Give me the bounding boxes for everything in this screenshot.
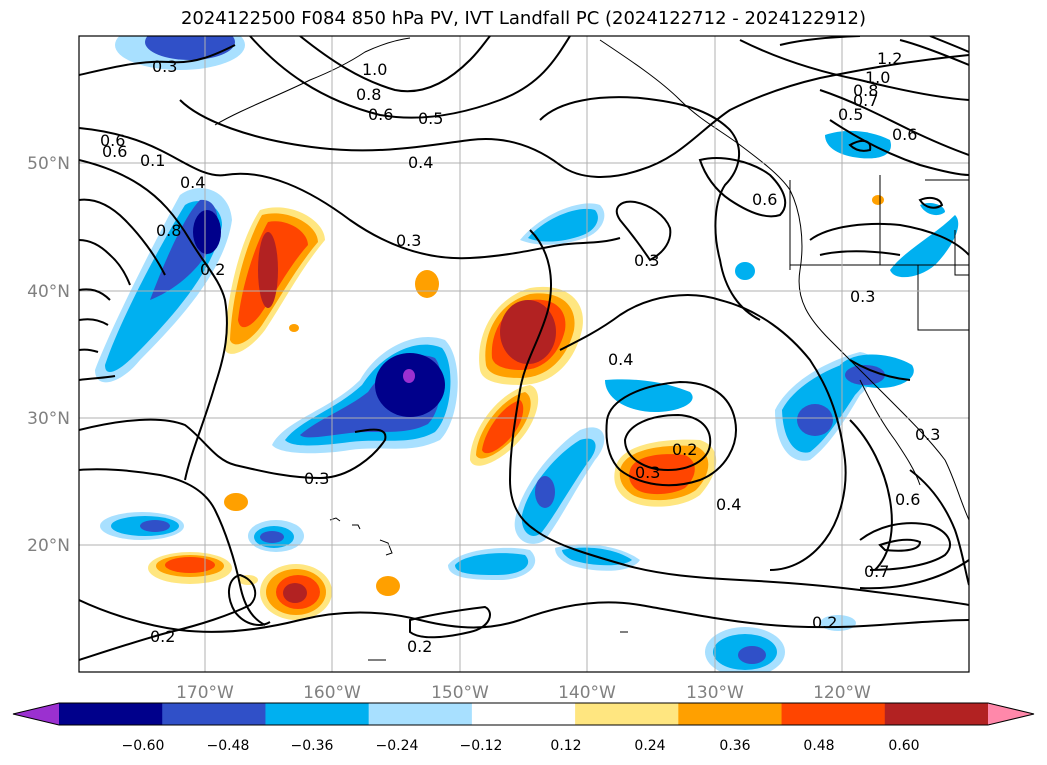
contour-label: 0.6 xyxy=(100,131,125,150)
contour-label: 0.5 xyxy=(418,109,443,128)
lon-tick-label: 130°W xyxy=(686,683,744,703)
lon-tick-label: 120°W xyxy=(813,683,871,703)
contour-label: 1.0 xyxy=(362,60,387,79)
contour-label: 0.4 xyxy=(180,173,205,192)
contour-label: 0.5 xyxy=(838,105,863,124)
contour-label: 0.6 xyxy=(895,490,920,509)
contour-label: 0.3 xyxy=(152,57,177,76)
colorbar-segment xyxy=(471,703,576,725)
contour-label: 0.3 xyxy=(396,231,421,250)
contour-label: 0.6 xyxy=(892,125,917,144)
lon-tick-label: 160°W xyxy=(303,683,361,703)
colorbar-segment xyxy=(368,703,473,725)
contour-label: 0.2 xyxy=(672,440,697,459)
lon-tick-labels: 170°W 160°W 150°W 140°W 130°W 120°W xyxy=(176,683,871,703)
contour-label: 0.3 xyxy=(915,425,940,444)
colorbar-tick-label: −0.60 xyxy=(122,738,165,754)
colorbar-tick-label: 0.48 xyxy=(803,738,834,754)
colorbar-segment xyxy=(781,703,886,725)
contour-label: 0.1 xyxy=(140,151,165,170)
contour-label: 0.6 xyxy=(752,190,777,209)
pv-shading xyxy=(95,36,959,672)
colorbar-tick-label: −0.48 xyxy=(207,738,250,754)
lat-tick-label: 20°N xyxy=(27,536,70,556)
contour-label: 0.3 xyxy=(850,287,875,306)
lat-tick-label: 30°N xyxy=(27,409,70,429)
ivt-contours xyxy=(79,36,969,661)
contour-label: 0.6 xyxy=(102,142,127,161)
contour-label: 0.2 xyxy=(200,260,225,279)
contour-label: 0.6 xyxy=(368,105,393,124)
contour-label: 1.0 xyxy=(865,68,890,87)
contour-label: 0.3 xyxy=(635,463,660,482)
contour-label: 0.4 xyxy=(608,350,633,369)
contour-label: 0.3 xyxy=(634,251,659,270)
colorbar-segment xyxy=(884,703,989,725)
map-frame xyxy=(78,35,970,673)
coastlines xyxy=(214,37,969,661)
map-panel: 0.3 1.0 0.8 0.6 0.5 0.4 0.3 0.2 0.1 0.4 … xyxy=(79,36,969,672)
colorbar: −0.60 −0.48 −0.36 −0.24 −0.12 0.12 0.24 … xyxy=(12,702,1035,754)
contour-label: 0.3 xyxy=(304,469,329,488)
lat-tick-label: 40°N xyxy=(27,282,70,302)
contour-label: 0.8 xyxy=(853,81,878,100)
contour-label: 0.7 xyxy=(864,562,889,581)
contour-label: 0.2 xyxy=(812,613,837,632)
lon-tick-label: 150°W xyxy=(431,683,489,703)
colorbar-segment xyxy=(59,703,163,725)
contour-label: 0.8 xyxy=(156,221,181,240)
colorbar-extend-high xyxy=(988,703,1034,725)
map-title: 2024122500 F084 850 hPa PV, IVT Landfall… xyxy=(180,8,867,29)
contour-label: 1.2 xyxy=(877,49,902,68)
lat-tick-label: 50°N xyxy=(27,154,70,174)
lat-tick-labels: 50°N 40°N 30°N 20°N xyxy=(27,154,70,556)
lon-tick-label: 170°W xyxy=(176,683,234,703)
colorbar-tick-labels: −0.60 −0.48 −0.36 −0.24 −0.12 0.12 0.24 … xyxy=(122,738,920,754)
contour-labels: 0.3 1.0 0.8 0.6 0.5 0.4 0.3 0.2 0.1 0.4 … xyxy=(100,49,940,656)
colorbar-segment xyxy=(162,703,266,725)
colorbar-segment xyxy=(575,703,679,725)
contour-label: 0.8 xyxy=(356,85,381,104)
contour-label: 0.4 xyxy=(408,153,433,172)
colorbar-segment xyxy=(265,703,370,725)
colorbar-tick-label: 0.12 xyxy=(550,738,581,754)
colorbar-segment xyxy=(678,703,783,725)
colorbar-tick-label: 0.24 xyxy=(634,738,665,754)
lon-tick-label: 140°W xyxy=(558,683,616,703)
contour-label: 0.4 xyxy=(716,495,741,514)
colorbar-tick-label: −0.24 xyxy=(376,738,419,754)
colorbar-tick-label: 0.36 xyxy=(719,738,750,754)
colorbar-extend-low xyxy=(13,703,59,725)
contour-label: 0.2 xyxy=(407,637,432,656)
colorbar-tick-label: 0.60 xyxy=(888,738,919,754)
colorbar-tick-label: −0.12 xyxy=(460,738,503,754)
colorbar-tick-label: −0.36 xyxy=(291,738,334,754)
contour-label: 0.7 xyxy=(853,91,878,110)
contour-label: 0.2 xyxy=(150,627,175,646)
